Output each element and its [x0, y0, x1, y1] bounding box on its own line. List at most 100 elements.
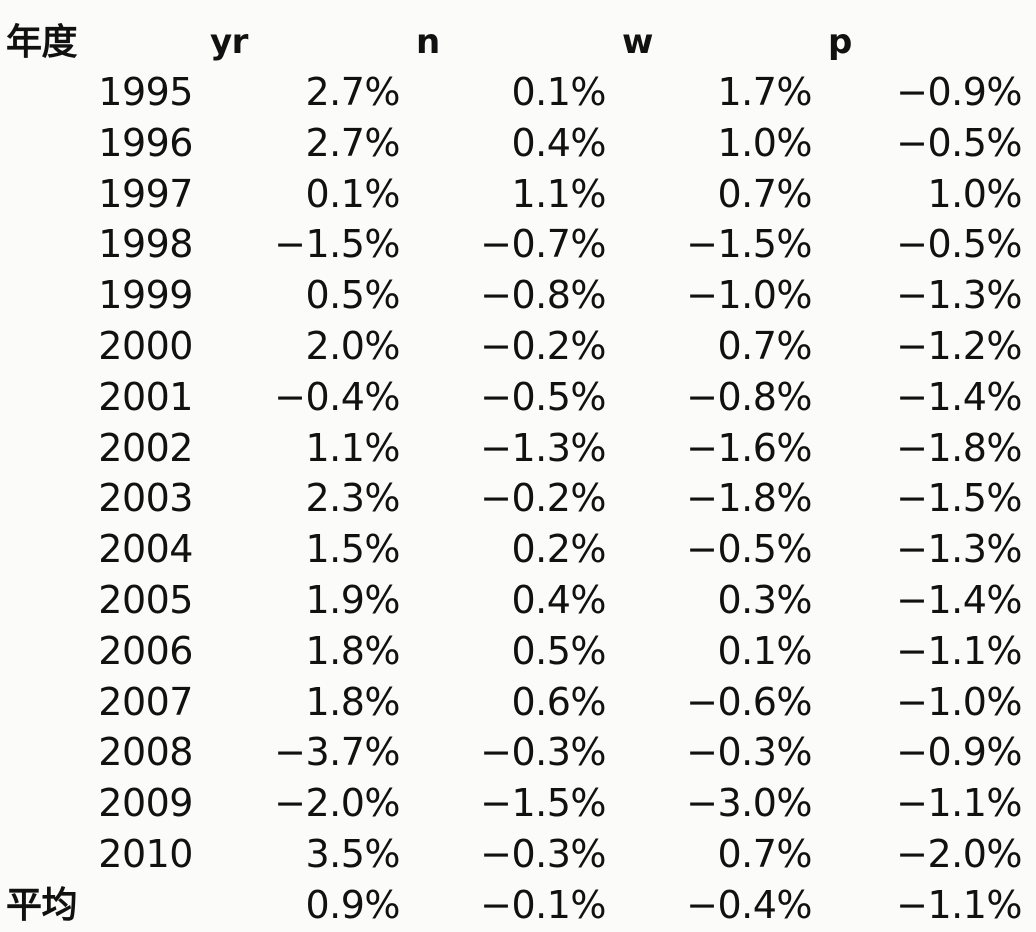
value-cell-n: 0.5% [511, 628, 606, 673]
year-cell: 2007 [98, 679, 193, 724]
value-cell-w: 0.7% [717, 171, 812, 216]
year-cell: 2002 [98, 425, 193, 470]
value-cell-p: −0.9% [896, 730, 1022, 775]
value-cell-n: 0.6% [511, 679, 606, 724]
value-cell-yr: 1.9% [305, 578, 400, 622]
value-cell-w: −1.5% [686, 222, 812, 267]
value-cell-w: −0.5% [686, 527, 812, 572]
value-cell-p: −0.5% [896, 222, 1022, 267]
value-cell-yr: 1.8% [305, 628, 400, 673]
value-cell-n: −0.2% [480, 324, 606, 368]
value-cell-w: −1.6% [686, 425, 812, 470]
year-cell: 2003 [98, 476, 193, 521]
value-cell-n: 0.1% [511, 70, 606, 114]
value-cell-p: −1.3% [896, 527, 1022, 572]
table-row: 1998 −1.5% −0.7% −1.5% −0.5% [0, 219, 1036, 270]
value-cell-w: 0.7% [717, 832, 812, 876]
value-cell-p: −1.3% [896, 273, 1022, 318]
value-cell-p: −1.2% [896, 324, 1022, 368]
table-row: 2010 3.5% −0.3% 0.7% −2.0% [0, 829, 1036, 880]
column-header-p: p [828, 22, 852, 62]
value-cell-n: −0.3% [480, 832, 606, 876]
value-cell-yr: 2.7% [305, 70, 400, 114]
value-cell-w: −1.8% [686, 476, 812, 521]
value-cell-yr: 1.5% [305, 527, 400, 572]
value-cell-yr: 0.1% [305, 171, 400, 216]
average-n: −0.1% [480, 883, 606, 927]
value-cell-yr: 1.1% [305, 425, 400, 470]
average-yr: 0.9% [305, 883, 400, 927]
value-cell-w: 1.0% [717, 120, 812, 165]
value-cell-n: −0.8% [480, 273, 606, 318]
value-cell-p: −1.4% [896, 578, 1022, 622]
column-header-yr: yr [210, 22, 248, 62]
value-cell-yr: 0.5% [305, 273, 400, 318]
value-cell-yr: 2.7% [305, 120, 400, 165]
table-row: 2008 −3.7% −0.3% −0.3% −0.9% [0, 727, 1036, 778]
year-cell: 2010 [98, 832, 193, 876]
value-cell-yr: −3.7% [274, 730, 400, 775]
value-cell-p: −0.5% [896, 120, 1022, 165]
value-cell-p: −2.0% [896, 832, 1022, 876]
value-cell-n: 0.4% [511, 120, 606, 165]
average-w: −0.4% [686, 883, 812, 927]
table-row: 2002 1.1% −1.3% −1.6% −1.8% [0, 423, 1036, 474]
year-cell: 1999 [98, 273, 193, 318]
year-cell: 1996 [98, 120, 193, 165]
year-column-header: 年度 [6, 22, 78, 63]
year-cell: 1997 [98, 171, 193, 216]
value-cell-n: −1.3% [480, 425, 606, 470]
column-header-n: n [416, 22, 440, 62]
value-cell-n: −0.7% [480, 222, 606, 267]
year-cell: 2008 [98, 730, 193, 775]
year-cell: 2000 [98, 324, 193, 368]
value-cell-w: 0.7% [717, 324, 812, 368]
value-cell-w: −1.0% [686, 273, 812, 318]
value-cell-w: −0.6% [686, 679, 812, 724]
table-row: 2005 1.9% 0.4% 0.3% −1.4% [0, 575, 1036, 626]
header-row: 年度 yr n w p [0, 17, 1036, 68]
value-cell-p: −1.0% [896, 679, 1022, 724]
value-cell-yr: 2.3% [305, 476, 400, 521]
table-row: 2001 −0.4% −0.5% −0.8% −1.4% [0, 372, 1036, 423]
table-row: 2004 1.5% 0.2% −0.5% −1.3% [0, 524, 1036, 575]
value-cell-p: −1.8% [896, 425, 1022, 470]
value-cell-n: −0.3% [480, 730, 606, 775]
value-cell-w: −0.3% [686, 730, 812, 775]
value-cell-w: −0.8% [686, 374, 812, 419]
value-cell-n: −0.2% [480, 476, 606, 521]
value-cell-n: −1.5% [480, 781, 606, 826]
value-cell-p: −1.1% [896, 781, 1022, 826]
value-cell-n: 1.1% [511, 171, 606, 216]
table-row: 1996 2.7% 0.4% 1.0% −0.5% [0, 118, 1036, 169]
value-cell-yr: 3.5% [305, 832, 400, 876]
value-cell-yr: −0.4% [274, 374, 400, 419]
year-cell: 2004 [98, 527, 193, 572]
value-cell-w: −3.0% [686, 781, 812, 826]
year-cell: 2005 [98, 578, 193, 622]
table-row: 2006 1.8% 0.5% 0.1% −1.1% [0, 626, 1036, 677]
year-cell: 2009 [98, 781, 193, 826]
value-cell-p: −1.5% [896, 476, 1022, 521]
value-cell-w: 1.7% [717, 70, 812, 114]
value-cell-n: 0.2% [511, 527, 606, 572]
value-cell-n: 0.4% [511, 578, 606, 622]
value-cell-p: −0.9% [896, 70, 1022, 114]
table-row: 2009 −2.0% −1.5% −3.0% −1.1% [0, 778, 1036, 829]
average-row: 平均 0.9% −0.1% −0.4% −1.1% [0, 880, 1036, 931]
table-row: 2000 2.0% −0.2% 0.7% −1.2% [0, 321, 1036, 372]
year-cell: 2001 [98, 374, 193, 419]
value-cell-w: 0.3% [717, 578, 812, 622]
table-row: 2007 1.8% 0.6% −0.6% −1.0% [0, 677, 1036, 728]
average-p: −1.1% [896, 883, 1022, 927]
value-cell-yr: −1.5% [274, 222, 400, 267]
table-row: 2003 2.3% −0.2% −1.8% −1.5% [0, 473, 1036, 524]
value-cell-yr: 1.8% [305, 679, 400, 724]
value-cell-yr: −2.0% [274, 781, 400, 826]
year-cell: 1998 [98, 222, 193, 267]
table-row: 1997 0.1% 1.1% 0.7% 1.0% [0, 169, 1036, 220]
year-cell: 1995 [98, 70, 193, 114]
value-cell-yr: 2.0% [305, 324, 400, 368]
year-cell: 2006 [98, 628, 193, 673]
